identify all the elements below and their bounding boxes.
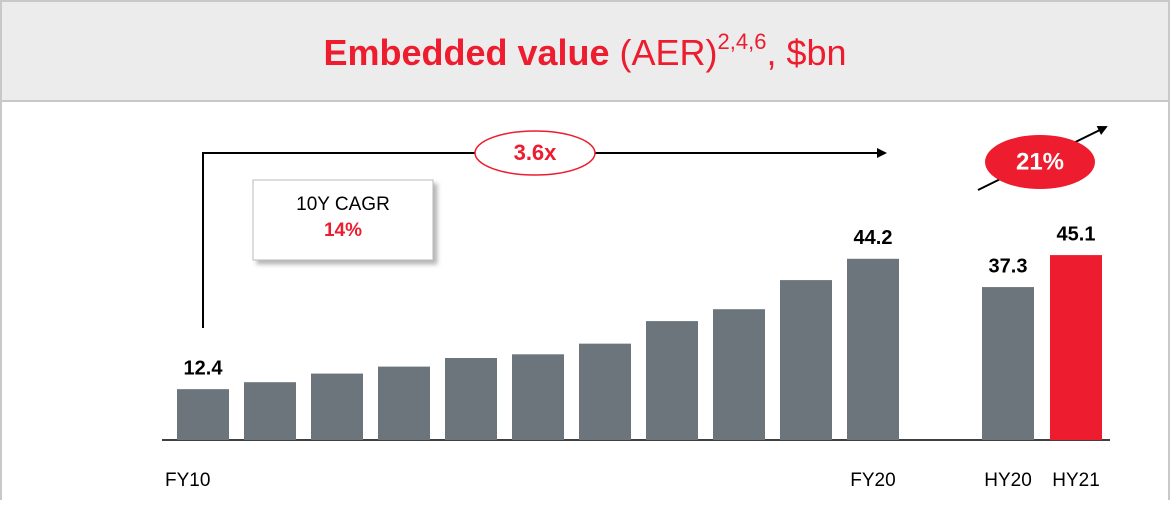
bar [847,258,899,440]
bar [244,382,296,440]
multiple-arrow [202,148,887,328]
bar [713,309,765,440]
bar [311,373,363,440]
cagr-label: 10Y CAGR [296,194,390,215]
growth-text: 21% [1016,148,1064,175]
bar [646,321,698,440]
header [0,0,1170,102]
growth-badge [985,135,1095,189]
data-label: 44.2 [854,227,893,249]
bar [780,280,832,440]
multiple-badge [474,130,596,176]
title-suffix: , $bn [766,32,846,73]
bar [512,354,564,440]
bar [982,287,1034,440]
chart-title: Embedded value (AER)2,4,6, $bn [323,29,846,73]
data-label: 12.4 [184,357,224,379]
x-tick-label: HY21 [1052,470,1100,491]
title-sup: 2,4,6 [718,29,767,54]
bar [378,366,430,440]
cagr-value: 14% [324,220,362,241]
title-bold: Embedded value [323,32,609,73]
title-rest: (AER) [620,32,718,73]
bar [177,389,229,440]
bar [579,343,631,440]
data-label: 37.3 [989,255,1028,277]
data-label: 45.1 [1057,223,1096,245]
bar [1050,255,1102,440]
bar [445,358,497,440]
x-tick-label: HY20 [984,470,1032,491]
x-tick-label: FY20 [850,470,895,491]
multiple-text: 3.6x [514,140,558,165]
x-tick-label: FY10 [165,470,210,491]
cagr-box [252,179,434,261]
